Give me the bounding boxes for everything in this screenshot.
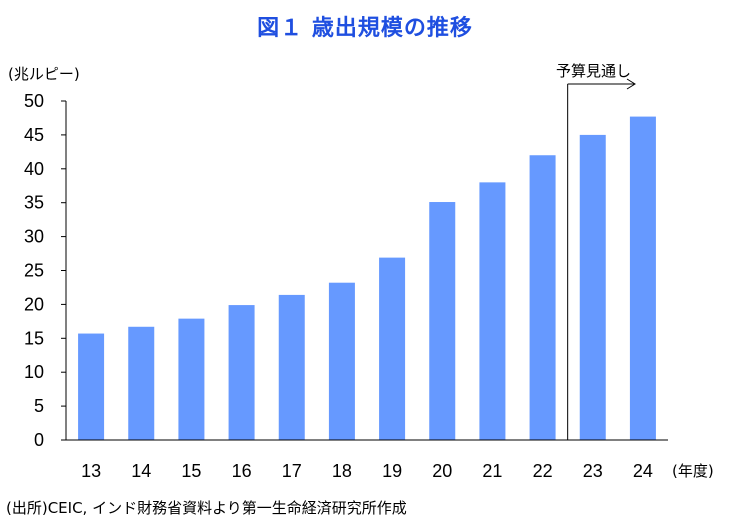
y-axis-unit-label: (兆ルピー) [8,65,80,83]
y-tick-label: 10 [24,362,44,382]
bar-18 [328,282,355,440]
y-tick-label: 45 [24,125,44,145]
x-tick-label: 22 [533,461,553,481]
source-note: (出所)CEIC, インド財務省資料より第一生命経済研究所作成 [6,499,407,517]
x-tick-label: 20 [432,461,452,481]
bar-17 [278,294,305,440]
x-tick-label: 17 [282,461,302,481]
bar-19 [379,257,406,440]
bar-20 [429,202,456,440]
x-tick-label: 16 [232,461,252,481]
y-tick-label: 30 [24,227,44,247]
y-tick-label: 15 [24,328,44,348]
x-tick-label: 14 [131,461,151,481]
bar-24 [629,116,656,441]
bar-13 [78,333,105,440]
bar-23 [579,134,606,440]
x-tick-label: 18 [332,461,352,481]
bar-16 [228,305,255,440]
x-tick-label: 19 [382,461,402,481]
x-tick-label: 13 [81,461,101,481]
bar-14 [128,326,155,440]
forecast-arrowhead [626,78,636,90]
x-tick-label: 21 [482,461,502,481]
y-tick-label: 5 [34,396,44,416]
forecast-label: 予算見通し [556,62,631,80]
bar-15 [178,318,205,440]
y-tick-label: 20 [24,294,44,314]
y-tick-label: 35 [24,193,44,213]
x-tick-label: 23 [583,461,603,481]
y-tick-label: 25 [24,261,44,281]
chart-title: 図１ 歳出規模の推移 [257,16,473,41]
x-axis-unit-label: (年度) [672,462,714,480]
bar-21 [479,182,506,441]
x-tick-label: 15 [181,461,201,481]
x-tick-label: 24 [633,461,653,481]
bar-22 [529,155,556,441]
y-tick-label: 50 [24,91,44,111]
y-tick-label: 40 [24,159,44,179]
y-tick-label: 0 [34,430,44,450]
